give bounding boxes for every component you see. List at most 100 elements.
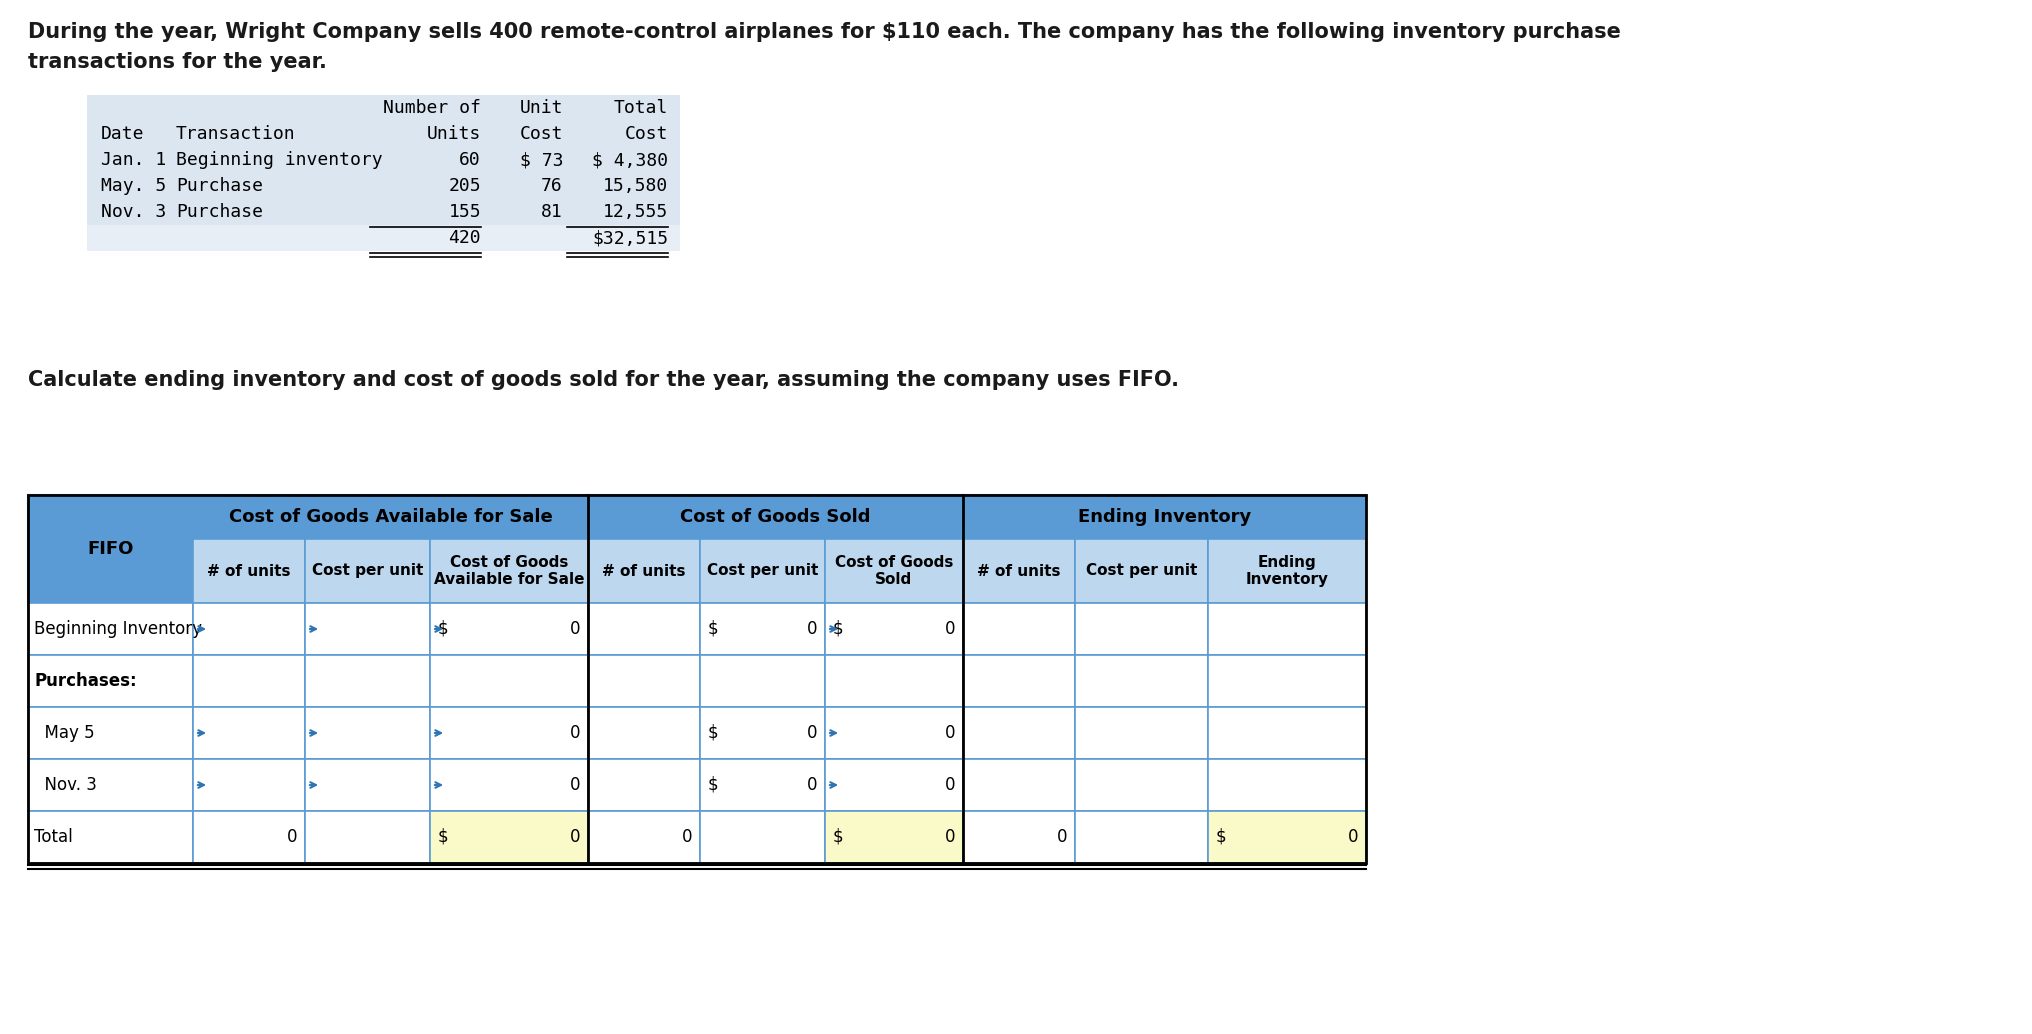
Text: Cost: Cost [624,125,669,143]
Text: # of units: # of units [207,564,291,578]
Bar [28,495,193,603]
Bar [1075,707,1207,759]
Text: Ending
Inventory: Ending Inventory [1246,555,1329,587]
Text: 0: 0 [945,724,955,742]
Text: 0: 0 [1057,828,1067,846]
Text: 0: 0 [1347,828,1357,846]
Bar [28,707,193,759]
Bar [699,707,825,759]
Text: 0: 0 [569,776,579,794]
Bar [963,495,1366,539]
Bar [305,655,431,707]
Text: 155: 155 [449,203,482,221]
Text: 15,580: 15,580 [604,177,669,195]
Bar [825,655,963,707]
Text: $: $ [833,828,843,846]
Bar [587,603,699,655]
Text: $: $ [833,620,843,638]
Bar [28,811,193,863]
Text: 76: 76 [541,177,563,195]
Text: Transaction: Transaction [177,125,295,143]
Text: Beginning Inventory: Beginning Inventory [35,620,201,638]
Text: May. 5: May. 5 [102,177,167,195]
Text: $: $ [439,828,449,846]
Bar [1207,655,1366,707]
Bar [699,655,825,707]
Text: Beginning inventory: Beginning inventory [177,151,382,169]
Bar [963,811,1075,863]
Bar [193,495,587,539]
Text: Purchase: Purchase [177,177,262,195]
Bar [587,495,963,539]
Bar [28,603,193,655]
Bar [28,655,193,707]
Text: 0: 0 [807,724,817,742]
Bar [305,707,431,759]
Bar [1207,759,1366,811]
Bar [87,95,681,251]
Text: $ 4,380: $ 4,380 [591,151,669,169]
Text: transactions for the year.: transactions for the year. [28,52,327,72]
Bar [587,811,699,863]
Bar [699,539,825,603]
Text: 0: 0 [287,828,297,846]
Bar [963,655,1075,707]
Text: Total: Total [614,99,669,117]
Bar [305,811,431,863]
Text: Cost of Goods
Available for Sale: Cost of Goods Available for Sale [433,555,585,587]
Text: FIFO: FIFO [87,540,134,558]
Text: $: $ [439,620,449,638]
Text: 0: 0 [569,828,579,846]
Text: 81: 81 [541,203,563,221]
Bar [963,539,1075,603]
Text: Cost: Cost [520,125,563,143]
Text: Cost of Goods Available for Sale: Cost of Goods Available for Sale [230,508,553,526]
Text: Total: Total [35,828,73,846]
Bar [699,811,825,863]
Text: Ending Inventory: Ending Inventory [1077,508,1252,526]
Bar [193,655,305,707]
Text: 60: 60 [459,151,482,169]
Bar [1075,811,1207,863]
Text: 0: 0 [945,828,955,846]
Text: Calculate ending inventory and cost of goods sold for the year, assuming the com: Calculate ending inventory and cost of g… [28,370,1179,390]
Text: 0: 0 [569,724,579,742]
Bar [825,707,963,759]
Bar [825,759,963,811]
Bar [825,603,963,655]
Text: # of units: # of units [977,564,1061,578]
Bar [825,539,963,603]
Bar [193,759,305,811]
Bar [193,707,305,759]
Text: 420: 420 [449,229,482,247]
Bar [1075,759,1207,811]
Text: $: $ [707,724,719,742]
Bar [431,655,587,707]
Bar [699,603,825,655]
Bar [587,539,699,603]
Bar [1207,811,1366,863]
Bar [431,539,587,603]
Text: Date: Date [102,125,144,143]
Bar [193,603,305,655]
Text: 0: 0 [945,776,955,794]
Bar [1207,539,1366,603]
Text: 0: 0 [807,776,817,794]
Bar [305,603,431,655]
Bar [431,707,587,759]
Text: Nov. 3: Nov. 3 [35,776,98,794]
Text: During the year, Wright Company sells 400 remote-control airplanes for $110 each: During the year, Wright Company sells 40… [28,22,1622,42]
Bar [1207,603,1366,655]
Bar [431,811,587,863]
Bar [825,811,963,863]
Text: Cost of Goods
Sold: Cost of Goods Sold [835,555,953,587]
Text: $: $ [707,620,719,638]
Text: Number of: Number of [384,99,482,117]
Text: $: $ [1215,828,1227,846]
Text: Jan. 1: Jan. 1 [102,151,167,169]
Text: Cost of Goods Sold: Cost of Goods Sold [681,508,872,526]
Bar [1075,539,1207,603]
Text: 0: 0 [807,620,817,638]
Text: Unit: Unit [520,99,563,117]
Text: $: $ [707,776,719,794]
